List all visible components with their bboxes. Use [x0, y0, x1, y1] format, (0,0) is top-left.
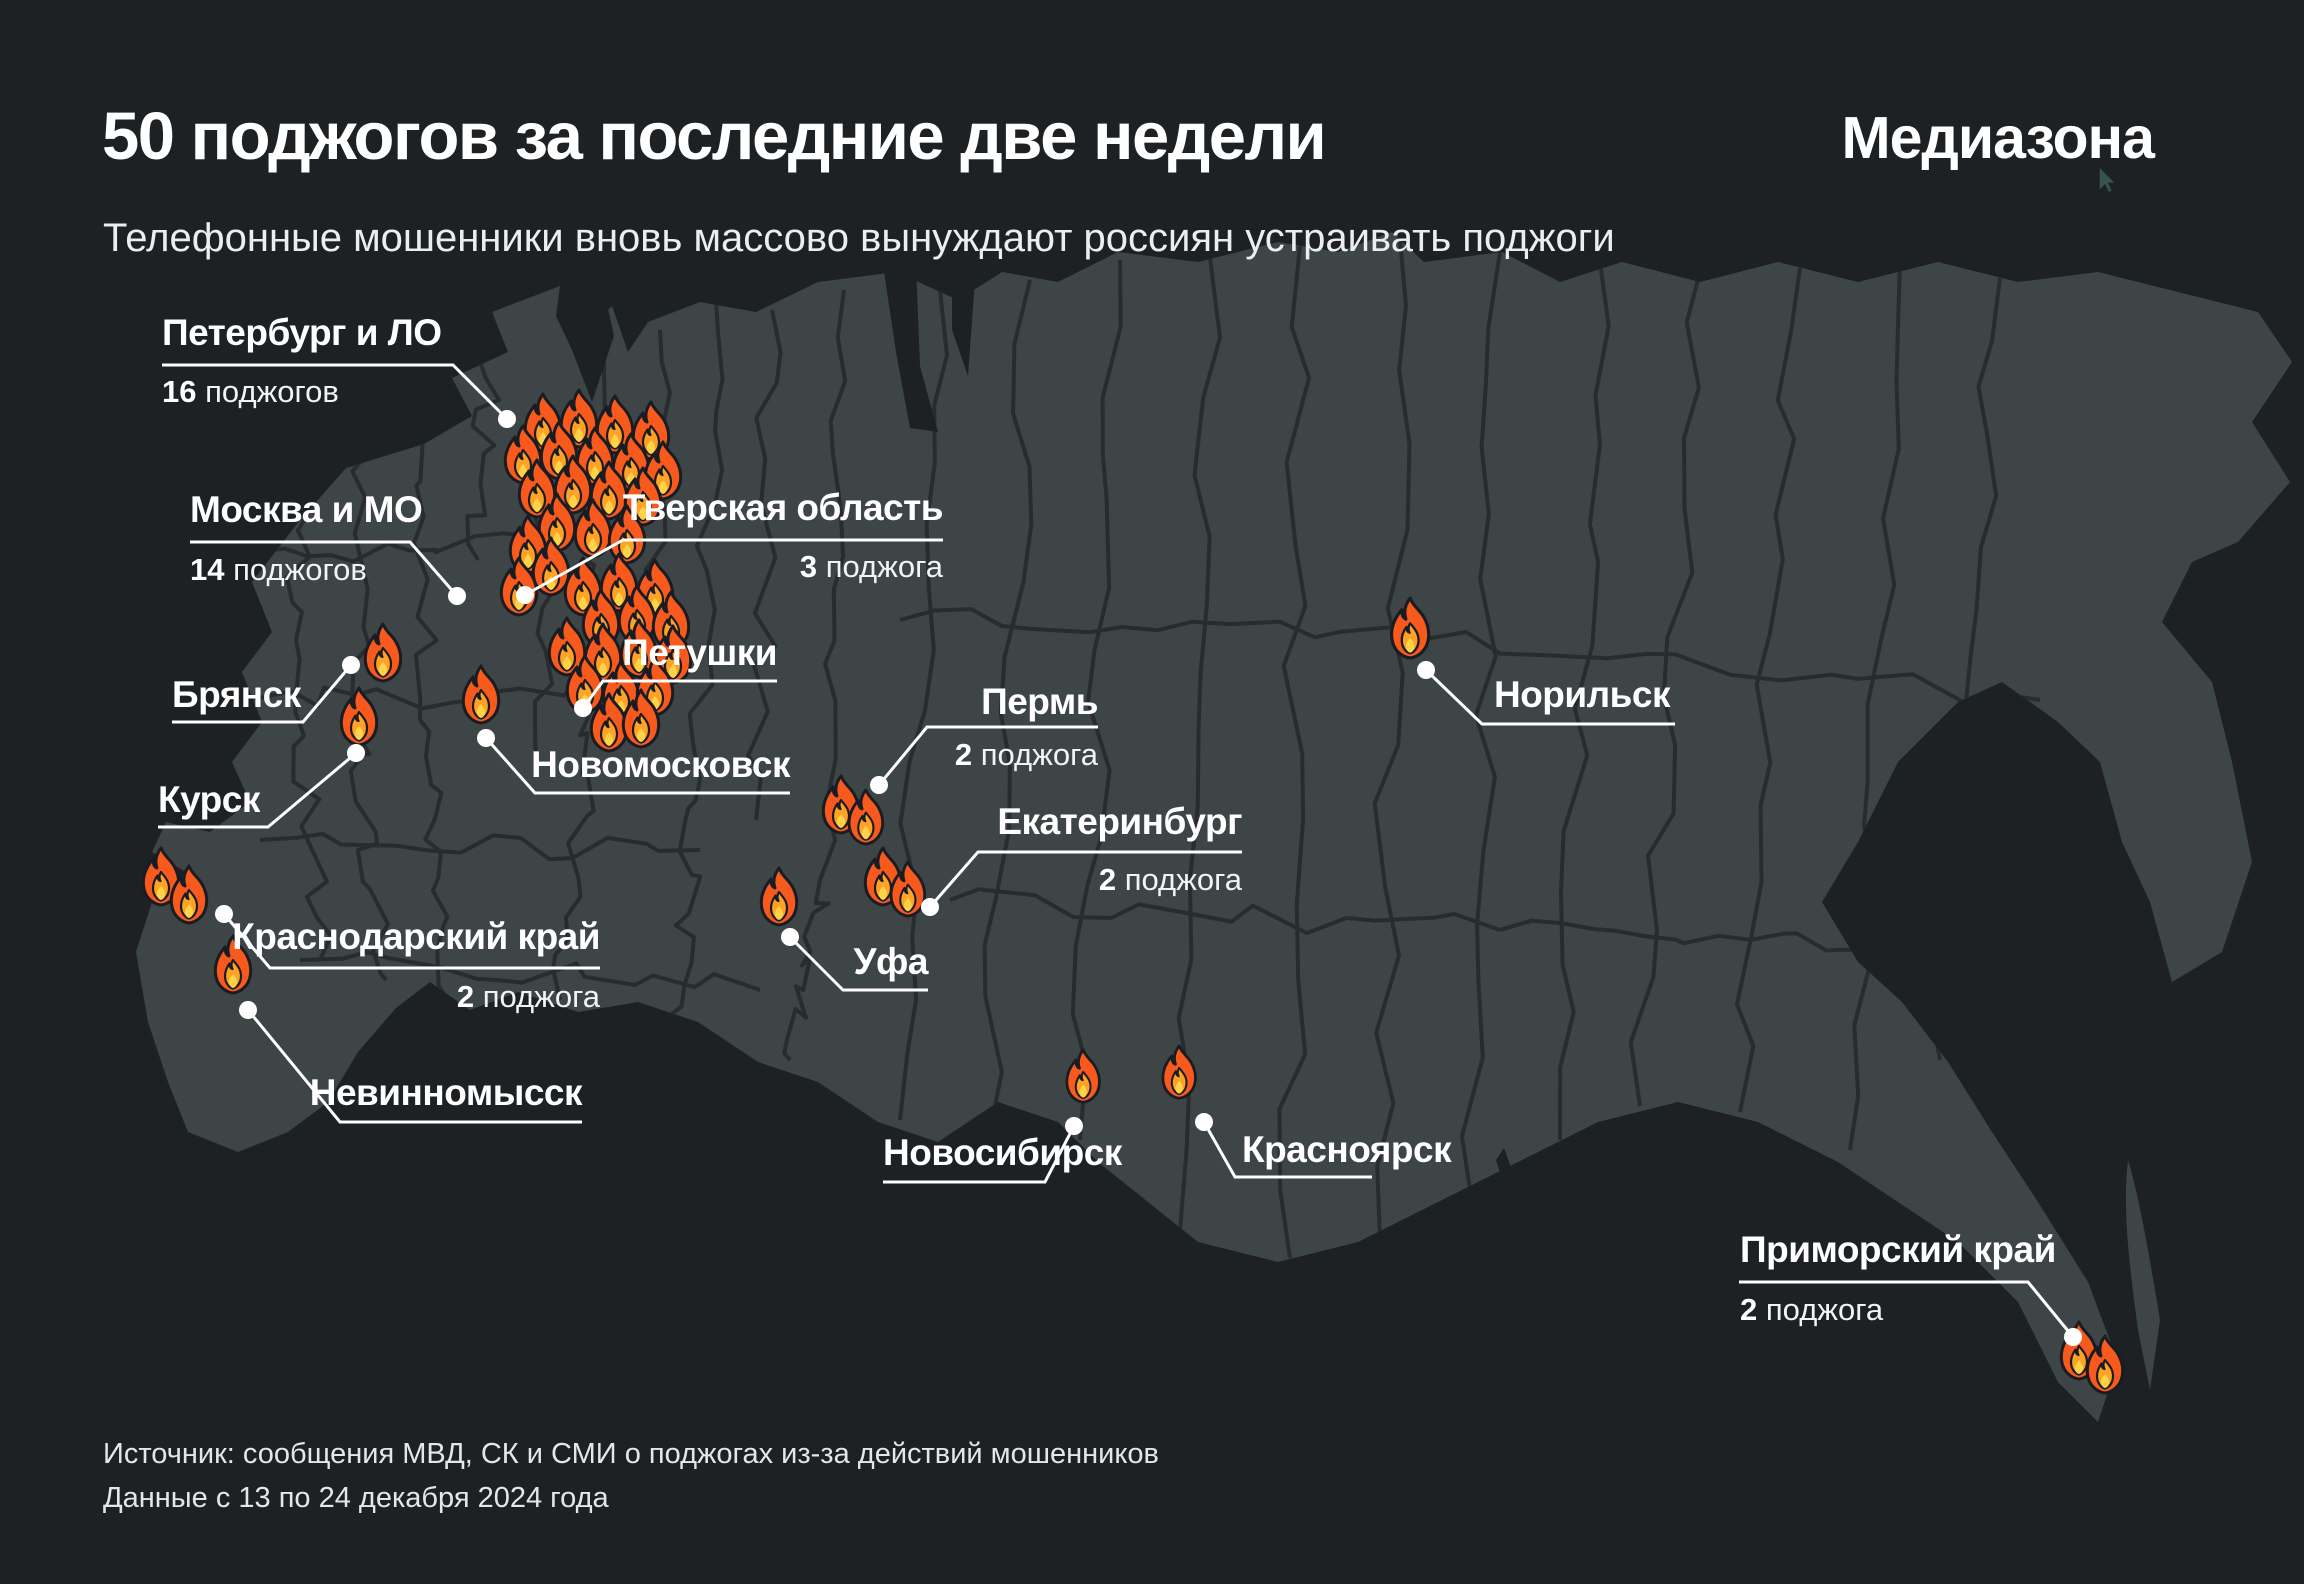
region-border-line — [1277, 245, 1312, 1259]
leader-line-primorsky — [1739, 1280, 2082, 1346]
sakhalin-island — [2125, 1160, 2160, 1390]
location-dot — [870, 776, 888, 794]
region-name: Норильск — [1493, 674, 1671, 715]
region-border-line — [291, 639, 333, 961]
region-count: 16 поджогов — [162, 374, 339, 409]
location-dot — [498, 410, 516, 428]
region-borders — [239, 239, 2041, 1259]
region-count: 14 поджогов — [190, 552, 367, 587]
region-border-line — [687, 299, 725, 781]
region-name: Петушки — [622, 632, 777, 673]
region-border-line — [1558, 261, 1611, 1141]
region-count-number: 3 — [799, 549, 818, 584]
region-border-line — [1628, 271, 1702, 1107]
leader-line-norilsk — [1417, 661, 1675, 726]
sea-inlets — [556, 264, 1542, 1246]
leader-line-ufa — [781, 928, 928, 992]
region-name: Уфа — [853, 941, 929, 982]
location-dot — [477, 729, 495, 747]
page-subtitle: Телефонные мошенники вновь массово вынуж… — [103, 216, 1615, 260]
region-border-line — [259, 831, 701, 862]
region-count-number: 14 — [190, 552, 225, 587]
region-border-line — [1735, 267, 1802, 1113]
leader-line-petushki — [574, 679, 777, 717]
location-dot — [2064, 1328, 2082, 1346]
region-name: Москва и МО — [190, 489, 423, 530]
region-border-line — [746, 309, 783, 821]
location-dot — [1195, 1113, 1213, 1131]
region-border-line — [1070, 259, 1123, 1141]
region-name: Невинномысск — [309, 1072, 583, 1113]
region-count-number: 2 — [1098, 862, 1117, 897]
region-border-line — [982, 279, 1034, 1131]
region-name: Приморский край — [1740, 1229, 2056, 1270]
region-count: 2 поджога — [954, 737, 1098, 772]
region-border-line — [667, 779, 703, 1031]
date-range-line: Данные с 13 по 24 декабря 2024 года — [103, 1482, 609, 1514]
location-dot — [239, 1001, 257, 1019]
leader-line-ekb — [921, 850, 1242, 916]
location-dot — [516, 586, 534, 604]
location-dot — [781, 928, 799, 946]
location-dot — [574, 699, 592, 717]
location-dot — [1065, 1117, 1083, 1135]
region-count: 2 поджога — [1098, 862, 1242, 897]
region-border-line — [1460, 251, 1502, 1191]
leader-line-tver — [516, 538, 943, 604]
region-count-number: 2 — [1740, 1292, 1758, 1327]
region-count: 2 поджога — [1740, 1292, 1884, 1327]
region-border-line — [899, 607, 1421, 642]
region-border-line — [551, 699, 598, 1001]
region-count: 3 поджога — [799, 549, 943, 584]
region-name: Екатеринбург — [997, 801, 1242, 842]
region-border-line — [1848, 263, 1902, 1151]
leader-line-krasnodar — [215, 905, 600, 970]
region-count-number: 2 — [954, 737, 973, 772]
page-title: 50 поджогов за последние две недели — [102, 99, 1327, 174]
leader-line-novomoskovsk — [477, 729, 790, 795]
region-name: Тверская область — [622, 487, 944, 528]
leader-line-novosibirsk — [883, 1117, 1083, 1184]
location-dot — [342, 656, 360, 674]
brand-logo: Медиазона — [1841, 105, 2155, 171]
leader-line-pet — [162, 363, 516, 428]
location-dot — [448, 587, 466, 605]
region-name: Пермь — [981, 681, 1098, 722]
region-name: Новосибирск — [883, 1132, 1122, 1173]
region-name: Красноярск — [1242, 1129, 1452, 1170]
location-dot — [347, 744, 365, 762]
region-border-line — [299, 950, 761, 992]
leader-line-mos — [190, 540, 466, 605]
leader-line-nevinnomyssk — [239, 1001, 582, 1124]
region-count-number: 2 — [456, 979, 475, 1014]
location-dot — [1417, 661, 1435, 679]
region-border-line — [949, 887, 1501, 936]
region-border-line — [1419, 630, 2041, 705]
source-line: Источник: сообщения МВД, СК и СМИ о подж… — [103, 1438, 1159, 1470]
leader-line-bryansk — [172, 656, 360, 724]
region-border-line — [239, 531, 561, 564]
location-dot — [215, 905, 233, 923]
leader-line-perm — [870, 725, 1098, 794]
region-name: Брянск — [172, 674, 301, 715]
region-count: 2 поджога — [456, 979, 600, 1014]
location-dot — [921, 898, 939, 916]
region-name: Новомосковск — [531, 744, 790, 785]
region-name: Петербург и ЛО — [162, 312, 442, 353]
source-note: Источник: сообщения МВД, СК и СМИ о подж… — [103, 1432, 1159, 1520]
region-count-number: 16 — [162, 374, 197, 409]
region-name: Курск — [158, 779, 260, 820]
region-border-line — [1499, 918, 1881, 953]
leader-line-krasnoyarsk — [1195, 1113, 1372, 1179]
region-border-line — [1372, 239, 1412, 1241]
mouse-cursor-icon — [2099, 168, 2115, 192]
region-name: Краснодарский край — [232, 916, 600, 957]
leader-line-kursk — [158, 744, 365, 829]
